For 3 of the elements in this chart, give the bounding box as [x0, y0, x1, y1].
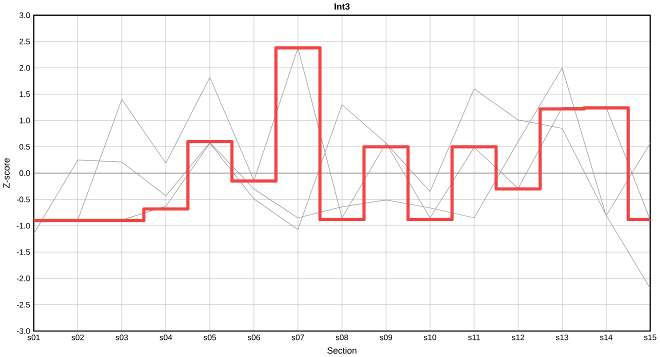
- chart-title: Int3: [334, 3, 350, 10]
- x-axis-title: Section: [327, 347, 356, 354]
- y-axis-title: Z-score: [3, 158, 10, 188]
